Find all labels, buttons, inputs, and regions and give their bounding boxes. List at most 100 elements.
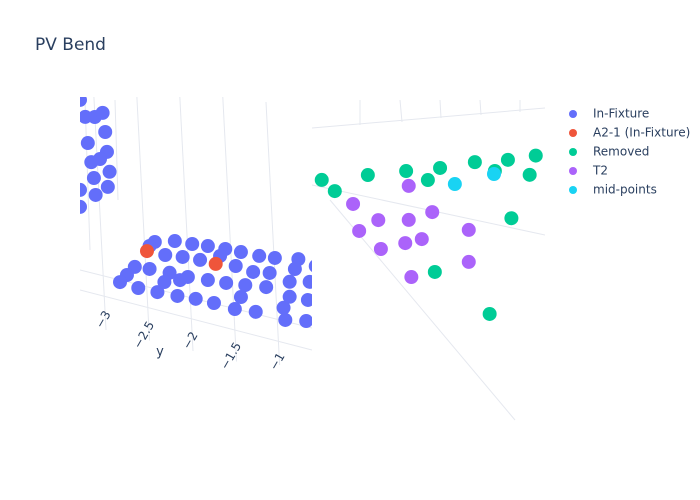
point bbox=[95, 105, 110, 120]
point bbox=[248, 304, 263, 319]
point bbox=[352, 223, 367, 238]
grid-line bbox=[179, 97, 194, 352]
point bbox=[401, 178, 416, 193]
point bbox=[259, 280, 274, 295]
point bbox=[208, 256, 223, 271]
y-tick-label: −1 bbox=[267, 350, 288, 372]
point bbox=[404, 270, 419, 285]
point bbox=[252, 248, 267, 263]
point bbox=[88, 187, 103, 202]
point bbox=[399, 164, 414, 179]
point bbox=[93, 152, 107, 166]
point bbox=[500, 152, 515, 167]
point bbox=[193, 252, 208, 267]
point bbox=[522, 167, 537, 182]
point bbox=[262, 265, 277, 280]
point bbox=[100, 179, 115, 194]
point bbox=[113, 275, 128, 290]
point bbox=[447, 177, 462, 192]
legend-marker bbox=[569, 129, 577, 137]
point bbox=[276, 300, 291, 315]
point bbox=[170, 288, 185, 303]
point bbox=[173, 273, 188, 288]
point bbox=[185, 237, 200, 252]
point bbox=[86, 171, 101, 186]
point bbox=[167, 234, 182, 249]
y-tick-label: −2.5 bbox=[130, 319, 157, 351]
point bbox=[80, 182, 87, 197]
legend-label: mid-points bbox=[593, 183, 657, 197]
point bbox=[308, 260, 312, 272]
scene-right-frame bbox=[312, 99, 545, 421]
point bbox=[219, 275, 234, 290]
point bbox=[461, 222, 476, 237]
point bbox=[188, 291, 203, 306]
point bbox=[314, 172, 329, 187]
y-tick-label: −3 bbox=[93, 308, 114, 330]
point bbox=[504, 211, 519, 226]
grid-line bbox=[136, 97, 150, 341]
point bbox=[482, 306, 497, 321]
point bbox=[158, 248, 173, 262]
point bbox=[291, 252, 306, 267]
point bbox=[461, 254, 476, 269]
y-axis-title: y bbox=[156, 345, 164, 360]
point bbox=[238, 278, 253, 293]
legend-label: Removed bbox=[593, 145, 649, 159]
point bbox=[102, 164, 117, 179]
chart-title: PV Bend bbox=[35, 35, 106, 55]
point bbox=[282, 274, 297, 289]
point bbox=[401, 212, 416, 227]
legend-marker bbox=[569, 110, 577, 118]
point bbox=[398, 236, 413, 251]
point bbox=[246, 264, 261, 279]
legend-marker bbox=[569, 167, 577, 175]
point bbox=[487, 167, 501, 181]
point bbox=[371, 213, 386, 228]
point bbox=[467, 155, 482, 170]
point bbox=[425, 205, 440, 220]
scene-right bbox=[314, 148, 543, 321]
point bbox=[227, 302, 242, 317]
point bbox=[80, 136, 95, 151]
point bbox=[80, 199, 87, 214]
point bbox=[528, 148, 543, 163]
point bbox=[228, 259, 243, 274]
point bbox=[302, 274, 312, 289]
point bbox=[98, 125, 113, 140]
point bbox=[139, 244, 154, 259]
point bbox=[278, 312, 293, 327]
point bbox=[233, 245, 248, 260]
point bbox=[427, 264, 442, 279]
point bbox=[414, 232, 429, 247]
grid-line bbox=[222, 97, 237, 362]
point bbox=[233, 290, 248, 305]
legend-label: In-Fixture bbox=[593, 107, 649, 121]
y-tick-label: −1.5 bbox=[217, 340, 244, 372]
point bbox=[433, 160, 448, 175]
point bbox=[206, 296, 221, 311]
point bbox=[131, 280, 146, 295]
point bbox=[80, 97, 87, 107]
legend-marker bbox=[569, 148, 577, 156]
point bbox=[327, 184, 342, 199]
point bbox=[200, 239, 215, 254]
point bbox=[282, 289, 297, 304]
point bbox=[420, 173, 435, 188]
legend-marker bbox=[569, 186, 577, 194]
grid-line bbox=[265, 101, 281, 365]
point bbox=[200, 273, 215, 288]
point bbox=[150, 285, 165, 300]
point bbox=[373, 241, 388, 256]
point bbox=[299, 314, 312, 329]
point bbox=[142, 261, 157, 276]
y-tick-label: −2 bbox=[180, 329, 201, 351]
point bbox=[175, 249, 190, 264]
scene-left bbox=[80, 97, 312, 365]
point bbox=[346, 196, 361, 211]
legend-label: T2 bbox=[592, 164, 608, 178]
point bbox=[300, 292, 312, 307]
point bbox=[157, 275, 172, 290]
point bbox=[360, 168, 375, 183]
